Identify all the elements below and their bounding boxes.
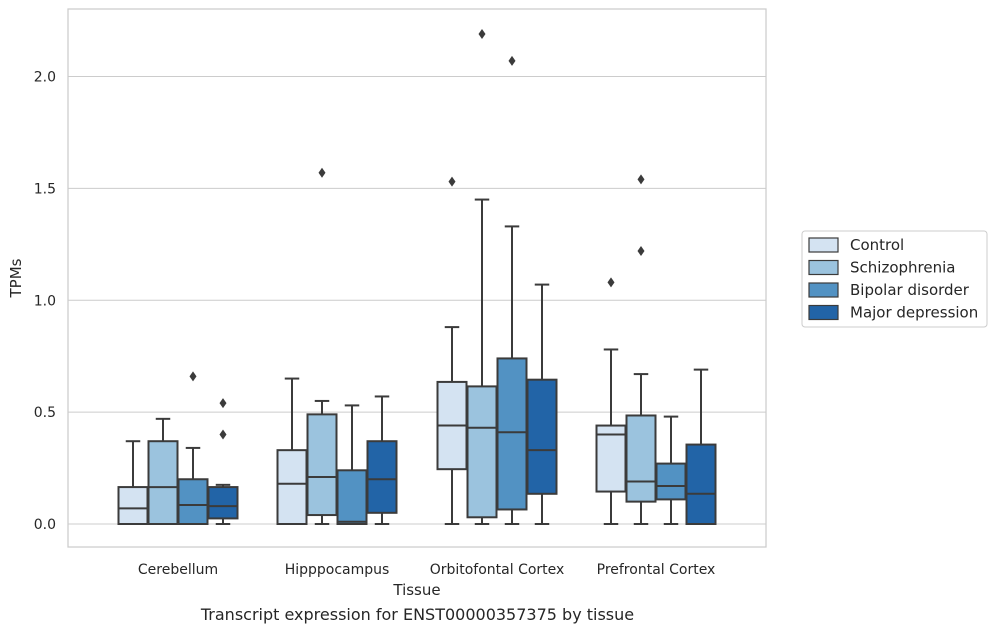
x-tick-label: Hipppocampus	[285, 562, 390, 578]
box	[526, 378, 558, 495]
outlier-point	[219, 398, 227, 409]
outlier-point	[448, 176, 456, 187]
box	[366, 440, 398, 514]
series-control	[117, 176, 627, 526]
outlier-point	[219, 429, 227, 440]
outlier-point	[637, 174, 645, 185]
x-tick-label: Prefrontal Cortex	[597, 562, 716, 578]
x-tick-label: Cerebellum	[138, 562, 218, 578]
x-axis-label: Tissue	[392, 581, 440, 599]
legend-frame	[801, 230, 988, 328]
outlier-point	[508, 55, 516, 66]
box	[595, 424, 627, 493]
legend-label: Control	[850, 236, 904, 254]
outlier-point	[318, 167, 326, 178]
box	[177, 478, 209, 525]
box	[306, 413, 338, 517]
y-axis-label: TPMs	[7, 258, 25, 298]
box	[207, 486, 239, 520]
y-tick-label: 2.0	[34, 70, 56, 86]
y-tick-label: 1.5	[34, 181, 56, 197]
legend-swatch	[808, 304, 839, 321]
outlier-point	[478, 28, 486, 39]
outlier-point	[607, 277, 615, 288]
box-series-group	[117, 28, 717, 526]
series-bipolar-disorder	[177, 55, 687, 525]
box	[147, 440, 179, 525]
box	[466, 385, 498, 519]
legend-swatch	[808, 259, 839, 276]
outlier-point	[189, 371, 197, 382]
box	[276, 449, 308, 526]
legend-label: Schizophrenia	[850, 259, 955, 277]
legend-swatch	[808, 237, 839, 253]
box	[336, 469, 368, 525]
box	[117, 486, 149, 525]
x-tick-label: Orbitofontal Cortex	[430, 562, 565, 578]
x-tick-labels: Cerebellum Hipppocampus Orbitofontal Corte…	[138, 562, 715, 578]
box	[685, 443, 717, 526]
y-tick-label: 0.0	[34, 517, 56, 533]
legend: Control Schizophrenia Bipolar disorder Majo…	[801, 230, 988, 328]
box	[496, 357, 528, 511]
box	[625, 414, 657, 503]
box	[655, 462, 687, 501]
legend-label: Bipolar disorder	[850, 281, 970, 299]
figure-caption: Transcript expression for ENST0000035737…	[200, 605, 635, 624]
y-tick-label: 1.0	[34, 293, 56, 309]
legend-label: Major depression	[850, 304, 978, 322]
y-tick-label: 0.5	[34, 405, 56, 421]
series-major-depression	[207, 283, 717, 526]
y-tick-labels: 0.0 0.5 1.0 1.5 2.0	[34, 70, 56, 534]
legend-swatch	[808, 282, 839, 298]
series-schizophrenia	[147, 28, 657, 525]
outlier-point	[637, 246, 645, 257]
